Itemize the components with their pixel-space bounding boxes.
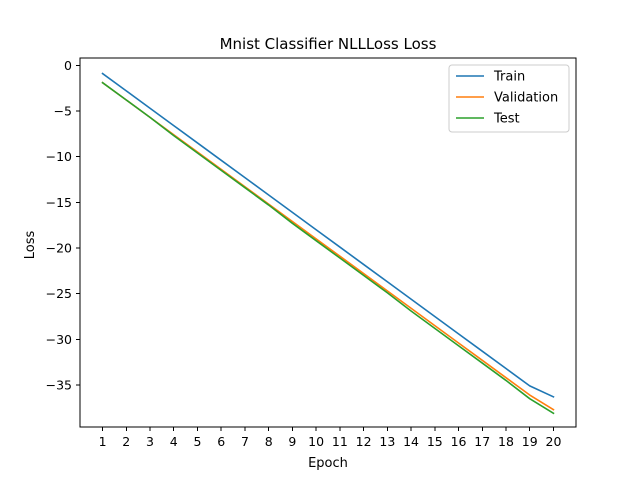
x-tick-label: 11	[332, 434, 348, 449]
y-tick-label: −20	[46, 240, 72, 255]
x-tick-label: 16	[451, 434, 467, 449]
x-tick-label: 8	[265, 434, 273, 449]
y-tick-label: 0	[64, 58, 72, 73]
y-axis-title: Loss	[23, 231, 38, 260]
x-tick-label: 17	[474, 434, 490, 449]
y-tick-label: −25	[46, 286, 72, 301]
legend-box	[448, 64, 570, 133]
series-line-train	[101, 72, 555, 398]
x-tick-label: 6	[217, 434, 225, 449]
x-tick-label: 20	[546, 434, 562, 449]
x-tick-label: 10	[308, 434, 324, 449]
x-tick-label: 14	[403, 434, 419, 449]
x-tick-label: 19	[522, 434, 538, 449]
x-tick-label: 1	[99, 434, 107, 449]
x-tick-label: 5	[193, 434, 201, 449]
x-tick-label: 4	[170, 434, 178, 449]
y-tick-label: −30	[46, 332, 72, 347]
y-tick-label: −5	[54, 103, 72, 118]
legend-label-test: Test	[493, 112, 520, 127]
x-tick-label: 12	[356, 434, 372, 449]
y-tick-label: −10	[46, 149, 72, 164]
x-tick-label: 7	[241, 434, 249, 449]
legend-label-validation: Validation	[494, 91, 558, 106]
x-tick-label: 13	[379, 434, 395, 449]
y-tick-label: −15	[46, 195, 72, 210]
x-axis-title: Epoch	[308, 456, 348, 471]
x-tick-label: 15	[427, 434, 443, 449]
plot-frame	[79, 57, 577, 428]
legend-label-train: Train	[493, 70, 525, 85]
x-tick-label: 2	[122, 434, 130, 449]
series-line-test	[101, 81, 555, 415]
x-tick-label: 3	[146, 434, 154, 449]
chart-title: Mnist Classifier NLLLoss Loss	[220, 35, 437, 53]
x-tick-label: 18	[498, 434, 514, 449]
plot-area: 1 2 3 4 5 6 7 8 9 10 11 12 13 14 15 16 17 18 19 200−5−10−15…	[46, 57, 577, 449]
y-tick-label: −35	[46, 377, 72, 392]
x-tick-label: 9	[288, 434, 296, 449]
